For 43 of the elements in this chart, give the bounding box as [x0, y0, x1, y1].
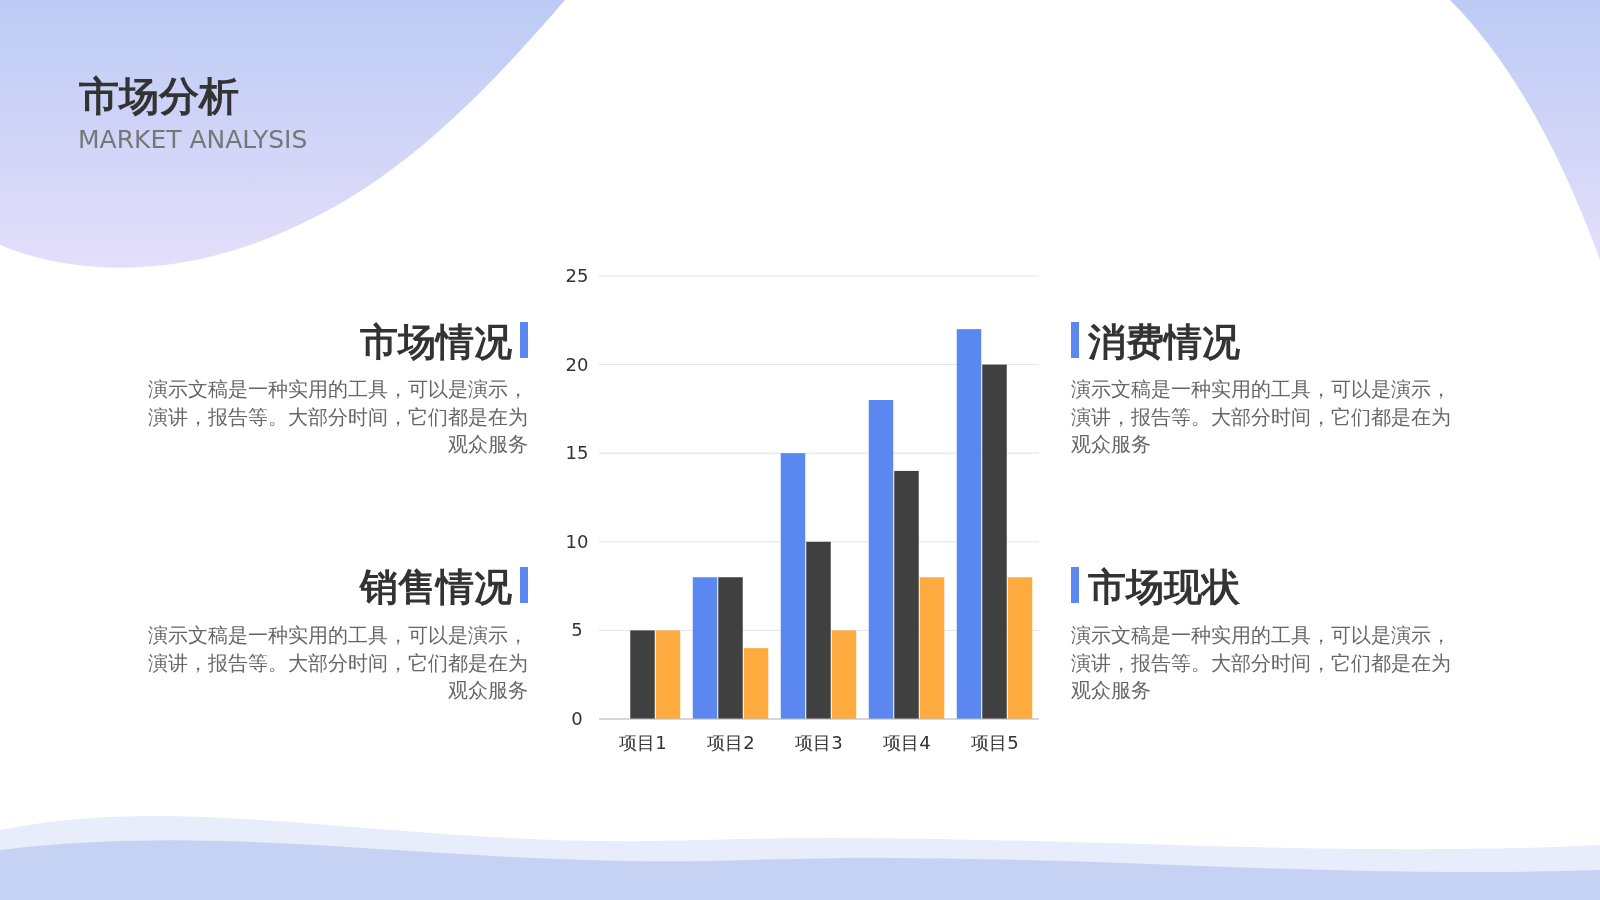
text: 演讲，报告等。大部分时间，它们都是在为 — [1071, 650, 1451, 675]
bar — [655, 630, 681, 719]
text: 演讲，报告等。大部分时间，它们都是在为 — [148, 650, 528, 675]
text: 演讲，报告等。大部分时间，它们都是在为 — [1071, 404, 1451, 429]
y-tick-label: 15 — [565, 442, 589, 464]
text: 观众服务 — [448, 432, 528, 456]
y-tick-label: 25 — [565, 265, 589, 286]
bar — [692, 577, 718, 719]
y-tick-label: 5 — [571, 619, 583, 641]
bar — [780, 453, 806, 719]
y-tick-label: 10 — [565, 530, 589, 552]
bar — [718, 577, 743, 719]
bar — [894, 470, 919, 719]
text: 销售情况 — [358, 565, 512, 609]
bar — [956, 329, 982, 719]
y-tick-label: 0 — [571, 708, 583, 729]
text: 观众服务 — [1071, 432, 1151, 456]
text: MARKET ANALYSIS — [78, 125, 308, 154]
text: 演示文稿是一种实用的工具，可以是演示， — [148, 377, 528, 401]
x-tick-label: 项目3 — [795, 732, 843, 753]
bar — [831, 630, 857, 719]
text: 演示文稿是一种实用的工具，可以是演示， — [1071, 623, 1451, 647]
bar — [868, 400, 894, 719]
bar — [630, 630, 655, 719]
text: 演示文稿是一种实用的工具，可以是演示， — [148, 623, 528, 647]
text: 市场情况 — [360, 320, 512, 364]
text: 市场现状 — [1088, 565, 1241, 609]
x-tick-label: 项目4 — [883, 732, 931, 753]
bar — [982, 364, 1007, 719]
text: 观众服务 — [448, 678, 528, 702]
x-tick-label: 项目5 — [971, 732, 1019, 753]
text: 观众服务 — [1071, 678, 1151, 702]
bar — [1007, 577, 1033, 719]
x-tick-label: 项目1 — [619, 732, 667, 753]
bar — [806, 541, 831, 719]
y-tick-label: 20 — [565, 353, 589, 375]
text: 演讲，报告等。大部分时间，它们都是在为 — [148, 404, 528, 429]
bar — [743, 648, 769, 719]
x-tick-label: 项目2 — [707, 732, 755, 753]
text: 演示文稿是一种实用的工具，可以是演示， — [1071, 377, 1451, 401]
bar — [919, 577, 945, 719]
text: 市场分析 — [78, 73, 239, 119]
text: 消费情况 — [1087, 320, 1240, 364]
